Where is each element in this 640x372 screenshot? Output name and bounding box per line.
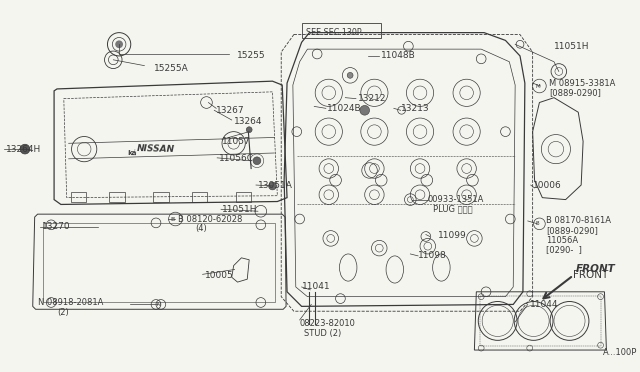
Circle shape — [20, 144, 30, 154]
Text: 13264: 13264 — [234, 118, 262, 126]
Text: M: M — [535, 84, 540, 89]
Text: M 08915-3381A: M 08915-3381A — [549, 78, 616, 88]
Text: 15255: 15255 — [237, 51, 265, 60]
Text: 11057: 11057 — [222, 137, 251, 146]
Circle shape — [253, 157, 261, 165]
Text: 11051H: 11051H — [222, 205, 257, 214]
Text: 11099: 11099 — [438, 231, 467, 240]
Text: 10006: 10006 — [532, 180, 561, 189]
Text: 13270: 13270 — [42, 222, 70, 231]
Text: 11041: 11041 — [301, 282, 330, 291]
Text: 13213: 13213 — [401, 104, 429, 113]
Circle shape — [360, 105, 369, 115]
Text: 15255A: 15255A — [154, 64, 189, 73]
Text: 13051A: 13051A — [258, 180, 293, 189]
Text: B 08170-8161A: B 08170-8161A — [546, 217, 611, 225]
Text: 13212: 13212 — [358, 94, 387, 103]
Text: 00933-1351A: 00933-1351A — [428, 195, 484, 204]
Text: 08223-82010: 08223-82010 — [300, 319, 356, 328]
Text: B: B — [536, 221, 540, 226]
Text: 11056A: 11056A — [546, 236, 579, 245]
Text: B 08120-62028: B 08120-62028 — [179, 215, 243, 224]
Text: N: N — [157, 302, 161, 307]
Text: [0290-  ]: [0290- ] — [546, 246, 582, 254]
Text: [0889-0290]: [0889-0290] — [549, 88, 601, 97]
Text: [0889-0290]: [0889-0290] — [546, 226, 598, 235]
Circle shape — [348, 73, 353, 78]
Text: 11044: 11044 — [530, 300, 558, 309]
Text: B: B — [170, 217, 175, 221]
Text: NISSAN: NISSAN — [137, 144, 175, 154]
Circle shape — [269, 182, 276, 190]
Text: A...100P: A...100P — [602, 349, 637, 357]
Text: (2): (2) — [57, 308, 68, 317]
Text: 11048B: 11048B — [381, 51, 416, 60]
Text: FRONT: FRONT — [575, 264, 615, 275]
Text: SEE SEC.130P: SEE SEC.130P — [307, 28, 362, 37]
Text: N 08918-2081A: N 08918-2081A — [38, 298, 103, 307]
Text: 13267: 13267 — [216, 106, 245, 115]
Text: (4): (4) — [195, 224, 207, 233]
Text: 11024B: 11024B — [327, 104, 362, 113]
Text: 11098: 11098 — [418, 251, 447, 260]
Text: 10005: 10005 — [205, 271, 234, 280]
Text: FRONT: FRONT — [573, 270, 609, 280]
Text: PLUG プラグ: PLUG プラグ — [433, 205, 472, 214]
Text: STUD (2): STUD (2) — [303, 329, 340, 338]
Circle shape — [246, 127, 252, 132]
Text: ká: ká — [127, 150, 136, 156]
Text: 11051H: 11051H — [554, 42, 589, 51]
Text: 13264H: 13264H — [6, 145, 41, 154]
Circle shape — [115, 41, 123, 48]
Text: 11056C: 11056C — [219, 154, 254, 163]
